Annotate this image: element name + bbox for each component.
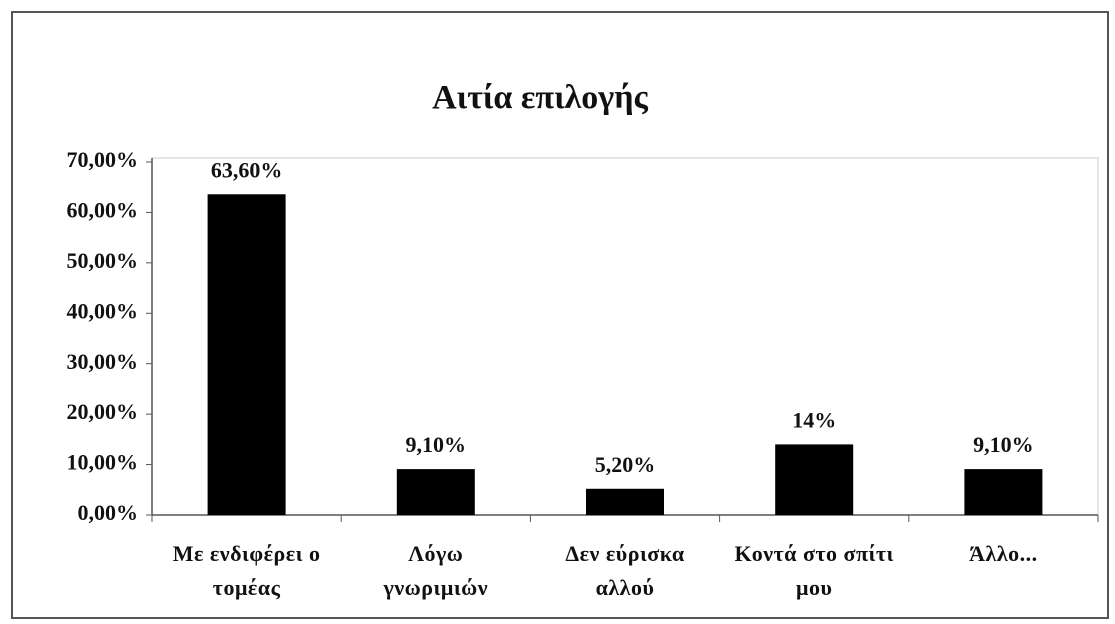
y-tick-label: 60,00% <box>67 197 139 222</box>
data-label: 14% <box>792 407 836 432</box>
data-label: 63,60% <box>211 157 283 182</box>
x-tick-label: Με ενδιφέρει ο τομέας <box>172 541 321 600</box>
y-tick-label: 30,00% <box>67 349 139 374</box>
y-tick-label: 10,00% <box>67 450 139 475</box>
x-tick-label: Άλλο... <box>969 541 1038 566</box>
data-label: 5,20% <box>595 452 656 477</box>
bar <box>207 194 286 515</box>
chart-title: Αιτία επιλογής <box>432 79 648 116</box>
y-tick-label: 0,00% <box>78 500 139 525</box>
x-tick-label: Λόγω γνωριμιών <box>383 541 489 600</box>
y-tick-label: 70,00% <box>67 147 139 172</box>
plot-area <box>151 157 1099 516</box>
bar <box>775 444 854 515</box>
data-label: 9,10% <box>406 432 467 457</box>
x-tick-label: Κοντά στο σπίτι μου <box>734 541 894 600</box>
bar <box>396 469 475 515</box>
y-tick-label: 20,00% <box>67 399 139 424</box>
y-tick-label: 50,00% <box>67 248 139 273</box>
y-tick-label: 40,00% <box>67 298 139 323</box>
data-label: 9,10% <box>973 432 1034 457</box>
x-tick-label: Δεν εύρισκα αλλού <box>565 541 685 600</box>
bar <box>586 488 664 515</box>
bar <box>964 469 1043 515</box>
